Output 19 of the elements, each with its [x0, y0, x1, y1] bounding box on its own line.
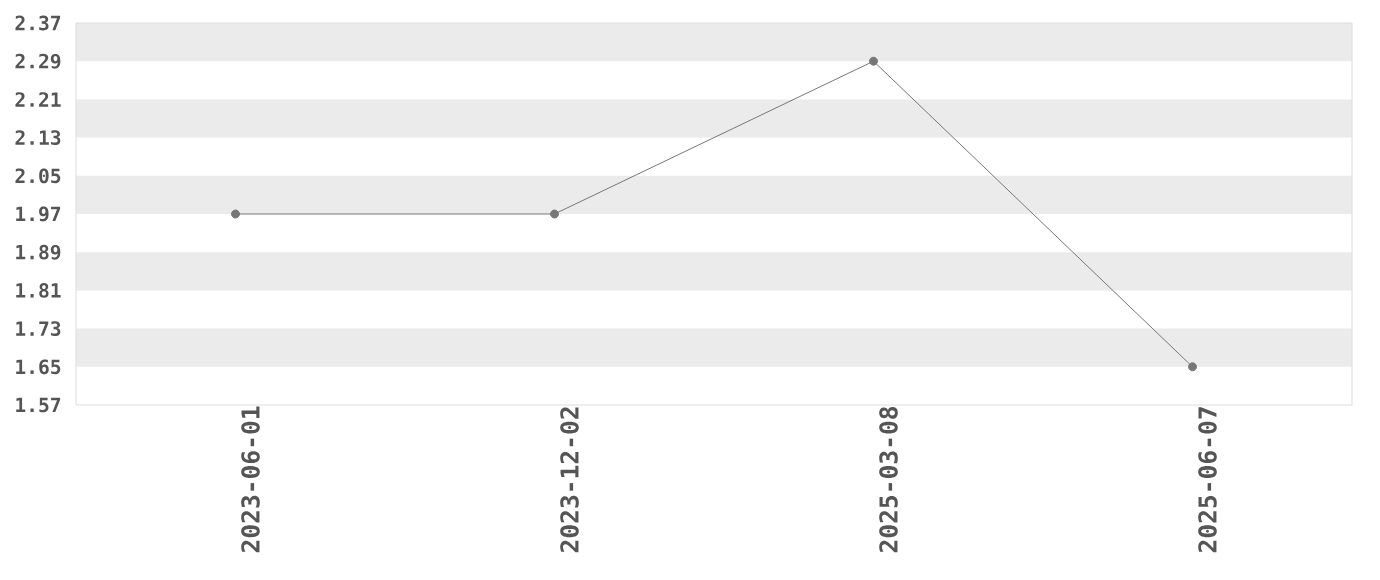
y-tick-label: 1.57 — [16, 397, 61, 413]
x-tick-label: 2023-06-01 — [241, 406, 260, 553]
y-tick-label: 1.97 — [16, 206, 61, 222]
point — [1188, 362, 1198, 372]
y-tick-label: 2.13 — [15, 130, 61, 146]
point — [550, 209, 559, 219]
y-tick-label: 2.05 — [15, 168, 61, 184]
y-tick-label: 2.21 — [15, 92, 61, 107]
point — [869, 56, 878, 66]
y-tick-label: 2.37 — [15, 15, 61, 31]
y-tick-label: 1.65 — [16, 359, 61, 375]
x-tick-label: 2025-06-07 — [1198, 407, 1217, 553]
y-tick-label: 1.81 — [16, 283, 61, 298]
point — [231, 209, 240, 219]
x-tick-label: 2025-03-08 — [879, 406, 898, 553]
y-tick-label: 1.89 — [16, 244, 61, 260]
y-tick-label: 1.73 — [16, 321, 61, 337]
x-tick-label: 2023-12-02 — [560, 407, 579, 553]
y-tick-label: 2.29 — [15, 53, 61, 69]
